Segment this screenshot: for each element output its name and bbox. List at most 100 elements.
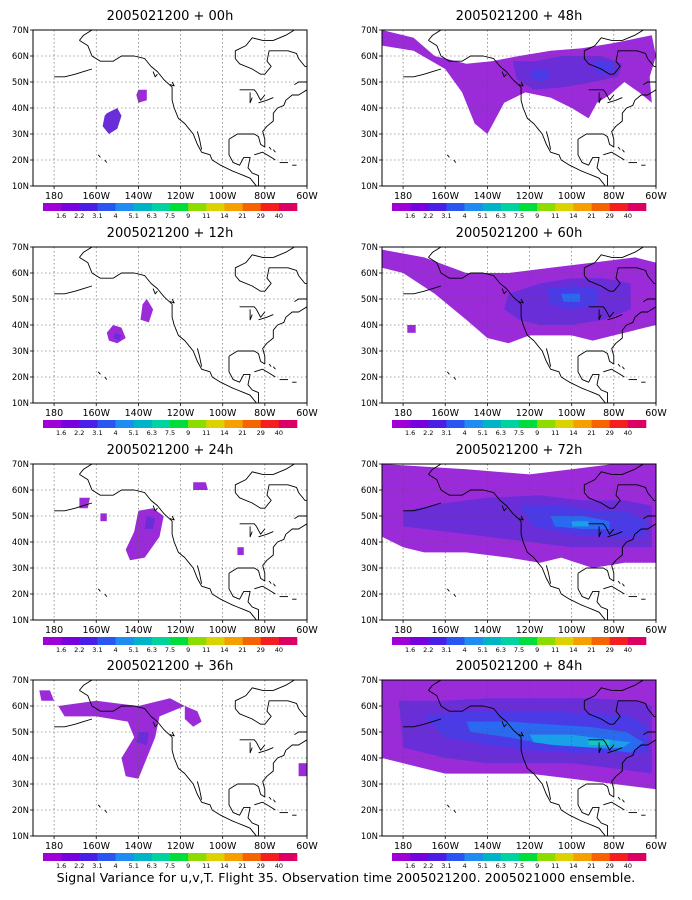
coastline — [169, 81, 175, 87]
variance-contour — [407, 325, 416, 333]
lat-tick-label: 30N — [12, 564, 29, 574]
colorbar-label: 4 — [463, 429, 467, 437]
lon-tick-label: 60W — [296, 408, 318, 419]
variance-contour — [136, 732, 149, 745]
colorbar-swatch — [609, 203, 629, 211]
coastline — [545, 348, 552, 367]
colorbar-swatch — [446, 203, 465, 211]
coastline — [545, 565, 552, 584]
colorbar-label: 14 — [220, 212, 228, 220]
colorbar-label: 1.6 — [405, 862, 415, 870]
lat-tick-label: 10N — [12, 832, 29, 842]
coastline — [607, 747, 623, 754]
colorbar-swatch — [482, 203, 502, 211]
lon-tick-label: 80W — [603, 841, 625, 852]
lon-tick-label: 140W — [125, 408, 153, 419]
colorbar-label: 14 — [569, 862, 577, 870]
lon-tick-label: 180 — [45, 841, 63, 852]
coastline — [617, 796, 621, 800]
coastline — [54, 718, 93, 728]
coastline — [249, 742, 253, 754]
colorbar-swatch — [591, 637, 611, 645]
colorbar-swatch — [97, 853, 116, 861]
coastline — [605, 526, 615, 535]
colorbar-label: 5.1 — [129, 862, 139, 870]
colorbar-swatch — [537, 420, 556, 428]
variance-contour — [561, 293, 581, 302]
lon-tick-label: 100W — [209, 841, 237, 852]
colorbar-label: 4 — [114, 862, 118, 870]
colorbar-label: 11 — [202, 862, 210, 870]
lat-tick-label: 20N — [361, 156, 378, 166]
colorbar-swatch — [151, 203, 171, 211]
coastline — [545, 781, 552, 800]
coastline — [104, 809, 108, 813]
coastline — [152, 288, 158, 295]
colorbar-swatch — [206, 203, 225, 211]
coastline — [97, 588, 101, 592]
lat-tick-label: 60N — [12, 52, 29, 62]
coastline — [518, 81, 524, 87]
colorbar-swatch — [61, 203, 80, 211]
colorbar-label: 7.5 — [514, 212, 524, 220]
coastline — [239, 306, 257, 310]
lon-tick-label: 160W — [82, 408, 110, 419]
colorbar-label: 3.1 — [92, 429, 102, 437]
colorbar-swatch — [537, 637, 556, 645]
lat-tick-label: 20N — [12, 590, 29, 600]
panel-title: 2005021200 + 00h — [107, 9, 234, 24]
lon-tick-label: 120W — [516, 408, 544, 419]
colorbar-label: 2.2 — [423, 646, 433, 654]
colorbar-label: 11 — [202, 646, 210, 654]
colorbar-label: 21 — [587, 212, 595, 220]
colorbar-swatch — [392, 637, 411, 645]
lat-tick-label: 70N — [12, 243, 29, 253]
coastline — [152, 721, 158, 728]
coastline — [403, 502, 442, 512]
colorbar-swatch — [242, 637, 262, 645]
colorbar-swatch — [188, 203, 207, 211]
colorbar-label: 3.1 — [92, 646, 102, 654]
coastline — [446, 804, 450, 808]
coastline — [228, 789, 259, 836]
lat-tick-label: 30N — [361, 130, 378, 140]
coastline — [196, 565, 203, 584]
lon-tick-label: 160W — [82, 841, 110, 852]
colorbar-swatch — [170, 203, 189, 211]
colorbar-label: 3.1 — [441, 862, 451, 870]
colorbar-label: 11 — [202, 429, 210, 437]
coastline — [254, 151, 276, 161]
coastline — [453, 809, 457, 813]
colorbar-swatch — [115, 203, 135, 211]
coastline — [617, 146, 621, 150]
lon-tick-label: 180 — [394, 191, 412, 202]
colorbar-label: 7.5 — [165, 212, 175, 220]
lat-tick-label: 20N — [361, 806, 378, 816]
coastline — [228, 306, 307, 365]
colorbar-swatch — [573, 637, 592, 645]
colorbar-label: 2.2 — [74, 862, 84, 870]
lon-tick-label: 80W — [603, 625, 625, 636]
coastline — [258, 314, 274, 321]
colorbar-swatch — [242, 203, 262, 211]
variance-contour — [39, 690, 55, 701]
colorbar-swatch — [500, 203, 520, 211]
colorbar-swatch — [188, 420, 207, 428]
lat-tick-label: 10N — [12, 616, 29, 626]
colorbar-swatch — [133, 853, 153, 861]
coastline — [403, 68, 442, 78]
colorbar-label: 3.1 — [441, 212, 451, 220]
colorbar-label: 14 — [220, 646, 228, 654]
lat-tick-label: 40N — [12, 538, 29, 548]
colorbar-swatch — [500, 853, 520, 861]
coastline — [54, 285, 93, 295]
map-panel: 2005021200 + 48h 70N 60N 50N 40N 30N 20N 10N 180… — [361, 9, 668, 220]
coastline — [104, 159, 108, 163]
coastline — [256, 309, 266, 318]
colorbar-label: 11 — [551, 212, 559, 220]
colorbar-swatch — [464, 203, 484, 211]
colorbar-label: 14 — [569, 646, 577, 654]
lat-tick-label: 60N — [361, 702, 378, 712]
colorbar-label: 6.3 — [147, 429, 157, 437]
coastline — [169, 298, 175, 304]
